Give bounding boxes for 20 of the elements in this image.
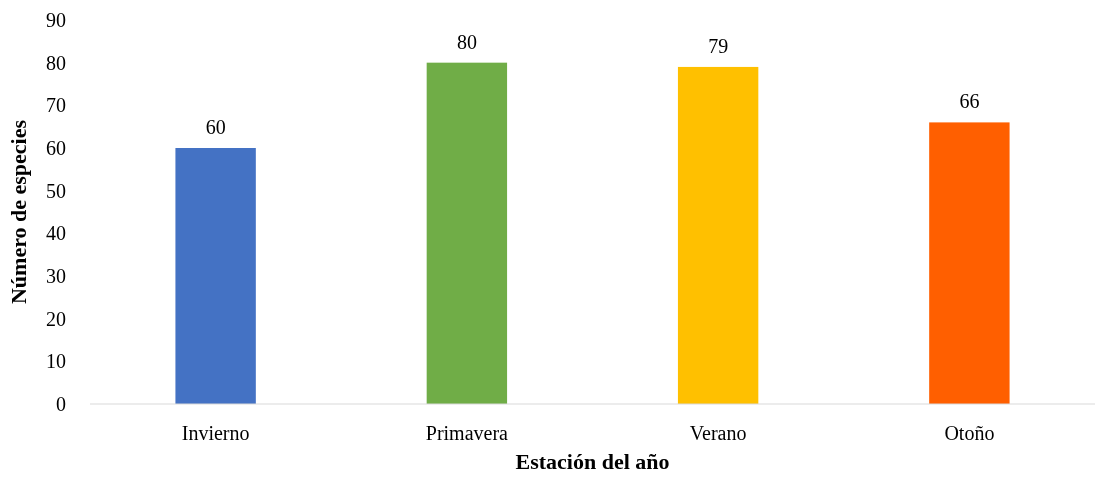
x-tick-label: Invierno xyxy=(181,422,250,444)
y-tick-label: 0 xyxy=(56,393,66,415)
y-tick-label: 80 xyxy=(46,51,66,74)
x-tick-label: Otoño xyxy=(944,422,995,444)
y-tick-label: 20 xyxy=(46,307,66,330)
data-label: 80 xyxy=(456,30,477,53)
y-tick-label: 90 xyxy=(46,9,66,31)
y-tick-label: 60 xyxy=(46,137,66,159)
y-tick-label: 50 xyxy=(46,179,66,202)
data-label: 79 xyxy=(708,34,729,57)
y-tick-label: 40 xyxy=(46,222,66,245)
data-label: 60 xyxy=(205,116,226,138)
y-axis-title: Número de especies xyxy=(6,119,31,305)
data-label: 66 xyxy=(959,90,980,113)
y-tick-label: 10 xyxy=(46,350,66,373)
y-tick-label: 30 xyxy=(46,265,66,287)
y-tick-label: 70 xyxy=(46,94,66,117)
x-axis-title: Estación del año xyxy=(515,449,670,474)
x-tick-label: Primavera xyxy=(425,422,509,444)
x-tick-label: Verano xyxy=(689,422,747,444)
